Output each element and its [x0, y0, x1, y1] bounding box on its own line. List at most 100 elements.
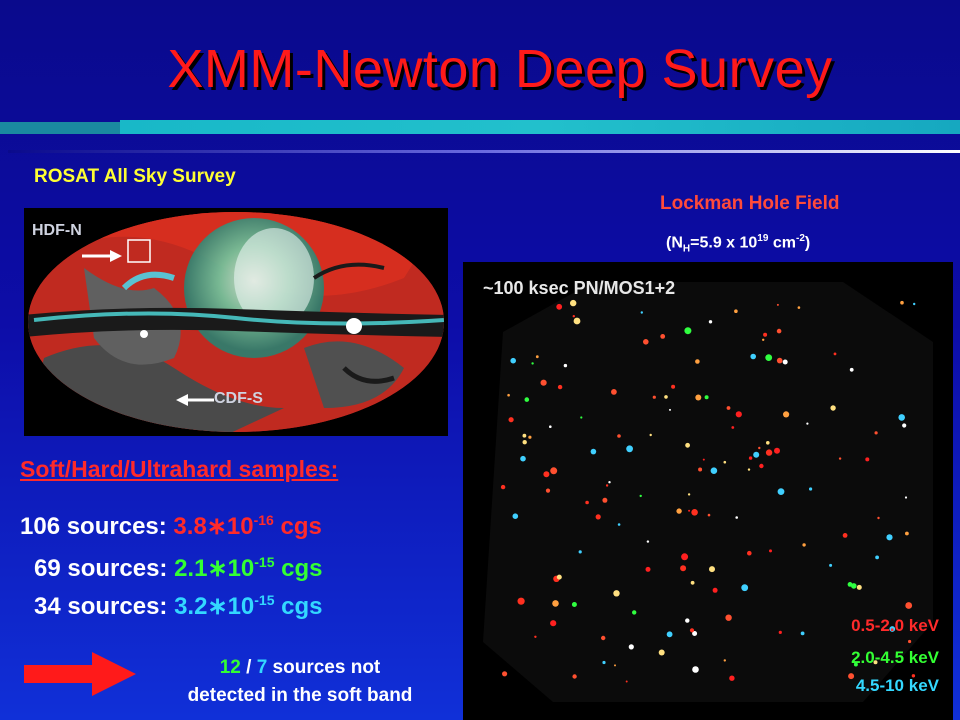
xray-source: [556, 574, 562, 580]
xray-source: [585, 500, 589, 505]
xray-source: [684, 327, 692, 335]
xray-source: [709, 566, 715, 573]
xray-source: [735, 411, 742, 418]
xray-source: [639, 494, 642, 498]
xray-source: [741, 584, 749, 592]
xray-source: [747, 550, 752, 556]
hdf-box: [127, 239, 151, 263]
xray-source: [856, 584, 862, 590]
xray-source: [783, 411, 790, 418]
xray-source: [898, 414, 905, 421]
xray-source: [692, 631, 698, 636]
xray-source: [886, 534, 893, 541]
xray-source: [865, 457, 870, 462]
xray-source: [522, 433, 527, 438]
xray-source: [512, 513, 519, 519]
xray-source: [806, 422, 809, 425]
xray-source: [507, 393, 510, 397]
xray-source: [595, 514, 601, 520]
xray-source: [707, 513, 711, 517]
xray-source: [712, 587, 718, 593]
rosat-heading: ROSAT All Sky Survey: [34, 166, 236, 187]
xray-source: [540, 379, 547, 386]
xray-source: [643, 339, 649, 345]
xray-source: [664, 395, 668, 399]
xray-source: [769, 549, 772, 553]
xray-source: [778, 630, 782, 634]
xray-source: [747, 468, 751, 471]
xray-source: [802, 543, 806, 547]
xray-source: [734, 309, 738, 313]
xray-source: [725, 614, 732, 621]
xray-source: [545, 488, 551, 493]
xray-source: [557, 384, 563, 390]
xray-source: [676, 508, 682, 514]
xray-source: [688, 509, 691, 512]
xray-source: [723, 460, 727, 464]
band-hard: 2.0-4.5 keV: [851, 648, 939, 667]
xray-source: [669, 408, 671, 411]
xray-source: [500, 484, 506, 490]
right-arrow-icon: [82, 250, 122, 262]
xray-source: [552, 600, 559, 607]
xray-source: [849, 367, 854, 372]
xray-source: [602, 497, 608, 503]
slide-title: XMM-Newton Deep Survey: [167, 39, 833, 99]
allsky-map-image: [28, 212, 444, 432]
xray-source: [517, 597, 525, 605]
hdf-n-label: HDF-N: [32, 222, 82, 239]
xray-source: [628, 644, 634, 650]
xray-source: [765, 449, 773, 456]
xray-source: [611, 389, 617, 395]
xray-source: [534, 635, 537, 638]
xray-source: [842, 533, 848, 538]
xray-source: [680, 565, 687, 572]
xray-source: [731, 426, 735, 429]
xray-source: [851, 583, 857, 589]
xray-source: [578, 550, 582, 554]
xray-source: [617, 434, 621, 438]
title-bar-left: [0, 122, 120, 134]
band-ultrahard: 4.5-10 keV: [855, 676, 939, 695]
xray-source: [704, 395, 709, 400]
xray-source: [830, 405, 836, 411]
rosat-allsky-map: HDF-N CDF-S: [24, 208, 448, 436]
xray-source: [776, 357, 783, 364]
xray-source: [735, 516, 738, 519]
xray-source: [608, 481, 611, 484]
xray-source: [873, 660, 878, 665]
xray-source: [689, 628, 695, 633]
xray-source: [692, 666, 699, 673]
xray-source: [580, 416, 583, 419]
xray-source: [726, 406, 731, 410]
xray-source: [570, 299, 577, 307]
column-density: (NH=5.9 x 1019 cm-2): [666, 233, 811, 255]
xray-source: [766, 441, 770, 445]
xray-source: [877, 516, 880, 520]
xray-source: [838, 457, 842, 460]
xray-source: [702, 458, 705, 461]
xray-field-image: [483, 282, 933, 702]
xray-source: [874, 431, 878, 435]
title-bar-teal: [120, 120, 960, 134]
xray-source: [690, 580, 695, 585]
xray-source: [710, 467, 718, 474]
xray-source: [632, 610, 637, 615]
xray-source: [691, 509, 698, 516]
xray-source: [625, 680, 628, 683]
xmm-lockman-image: ~100 ksec PN/MOS1+2 0.5-2.0 keV 2.0-4.5 …: [463, 262, 953, 720]
xray-source: [759, 463, 764, 469]
xray-source: [571, 602, 577, 607]
xray-source: [729, 675, 735, 681]
xray-source: [528, 435, 532, 439]
xray-source: [904, 496, 908, 499]
xray-source: [750, 353, 756, 360]
xray-source: [573, 317, 581, 325]
xray-source: [774, 447, 780, 454]
xray-source: [652, 395, 656, 399]
xray-source: [809, 487, 813, 491]
xray-source: [524, 397, 530, 402]
xray-source: [613, 590, 620, 597]
xray-source: [762, 338, 765, 341]
xray-source: [776, 328, 782, 334]
